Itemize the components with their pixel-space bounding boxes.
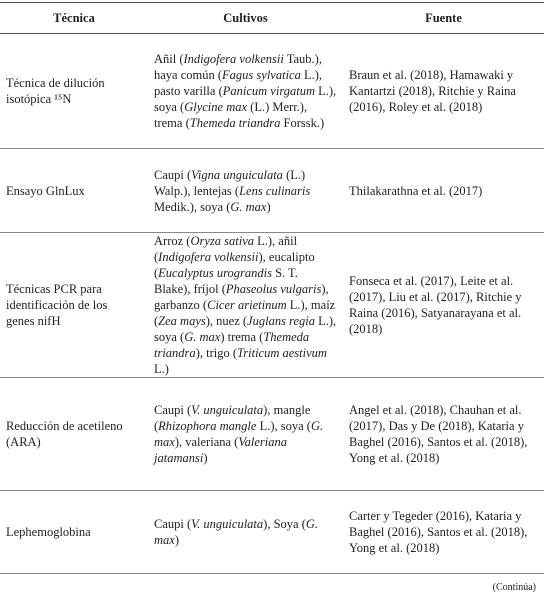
table-cell: Angel et al. (2018), Chauhan et al. (201… — [343, 377, 544, 491]
italic-text: Cicer arietinum — [207, 298, 287, 312]
table-cell: Ensayo GlnLux — [0, 148, 148, 233]
italic-text: V. unguiculata — [191, 403, 264, 417]
table-cell: Técnicas PCR para identificación de los … — [0, 232, 148, 378]
italic-text: Phaseolus vulgaris — [225, 282, 322, 296]
table-cell: Lephemoglobina — [0, 490, 148, 574]
italic-text: G. max — [184, 330, 221, 344]
table-row: Técnicas PCR para identificación de los … — [0, 232, 544, 378]
text: Ensayo GlnLux — [6, 183, 85, 198]
italic-text: Vigna unguiculata — [191, 167, 283, 182]
text: Técnica de dilución isotópica ¹⁵N — [6, 76, 105, 106]
text: L.), soya ( — [256, 419, 311, 433]
text: Angel et al. (2018), Chauhan et al. (201… — [349, 403, 528, 465]
text: Medik.), soya ( — [154, 199, 231, 214]
italic-text: V. unguiculata — [191, 517, 264, 531]
text: ), Soya ( — [263, 517, 306, 531]
italic-text: Rhizophora mangle — [158, 419, 257, 433]
text: L.), añil ( — [154, 234, 298, 264]
text: L.), soya ( — [154, 84, 337, 114]
text: Añil ( — [154, 52, 184, 66]
text: Arroz ( — [154, 234, 191, 248]
italic-text: Triticum aestivum — [237, 346, 327, 360]
text: Thilakarathna et al. (2017) — [349, 183, 483, 198]
text: Reducción de acetileno (ARA) — [6, 419, 123, 449]
text: S. T. Blake), fríjol ( — [154, 266, 298, 296]
text: Lephemoglobina — [6, 525, 91, 539]
header-cell: Fuente — [343, 2, 544, 34]
text: ) — [174, 533, 179, 547]
text: Caupi ( — [154, 517, 192, 531]
header-row: Técnica Cultivos Fuente — [0, 2, 544, 34]
italic-text: Valeriana jatamansi — [154, 435, 287, 465]
italic-text: Themeda triandra — [154, 330, 310, 360]
table-cell: Fonseca et al. (2017), Leite et al. (201… — [343, 232, 544, 378]
text: Caupi ( — [154, 403, 192, 417]
text: ) — [203, 451, 208, 465]
text: Caupi ( — [154, 167, 192, 182]
text: Fonseca et al. (2017), Leite et al. (201… — [349, 274, 522, 336]
table-cell: Arroz (Oryza sativa L.), añil (Indigofer… — [148, 232, 343, 378]
table-cell: Braun et al. (2018), Hamawaki y Kantartz… — [343, 33, 544, 149]
table-row: Ensayo GlnLux Caupi (Vigna unguiculata (L… — [0, 148, 544, 233]
text: ), nuez ( — [205, 314, 248, 328]
italic-text: Juglans regia — [247, 314, 315, 328]
text: L.), pasto varilla ( — [154, 68, 323, 98]
text: L.) — [154, 362, 169, 376]
italic-text: G. max — [230, 199, 267, 214]
italic-text: Oryza sativa — [190, 234, 254, 248]
text: ), valeriana ( — [174, 435, 239, 449]
table: Técnica Cultivos Fuente Técnica de diluc… — [0, 2, 544, 574]
text: ), garbanzo ( — [154, 282, 329, 312]
text: ), eucalipto ( — [154, 250, 315, 280]
text: ), mangle ( — [154, 403, 311, 433]
italic-text: Indigofera volkensii — [158, 250, 259, 264]
table-row: Lephemoglobina Caupi (V. unguiculata), So… — [0, 490, 544, 574]
table-cell: Carter y Tegeder (2016), Kataria y Baghe… — [343, 490, 544, 574]
table-cell: Añil (Indigofera volkensii Taub.), haya … — [148, 33, 343, 149]
italic-text: Indigofera volkensii — [183, 52, 284, 66]
table-row: Reducción de acetileno (ARA) Caupi (V. un… — [0, 377, 544, 491]
table-cell: Reducción de acetileno (ARA) — [0, 377, 148, 491]
text: L.), soya ( — [154, 314, 337, 344]
header-cell: Cultivos — [148, 2, 343, 34]
footer: (Continúa) — [492, 582, 536, 593]
text: Taub.), haya común ( — [154, 52, 322, 82]
italic-text: Eucalyptus urograndis — [158, 266, 272, 280]
text: ), trigo ( — [195, 346, 237, 360]
italic-text: Themeda triandra — [189, 116, 281, 130]
text: (L.) Merr.), trema ( — [154, 100, 308, 130]
table-row: Técnica de dilución isotópica ¹⁵N Añil (I… — [0, 33, 544, 149]
table-cell: Caupi (Vigna unguiculata (L.) Walp.), le… — [148, 148, 343, 233]
text: ) — [266, 199, 271, 214]
italic-text: Fagus sylvatica — [222, 68, 301, 82]
table-cell: Técnica de dilución isotópica ¹⁵N — [0, 33, 148, 149]
italic-text: Panicum virgatum — [222, 84, 315, 98]
italic-text: Glycine max — [184, 100, 248, 114]
text: Técnicas PCR para identificación de los … — [6, 282, 108, 328]
italic-text: Lens culinaris — [239, 183, 311, 198]
italic-text: G. max — [154, 517, 319, 547]
table-cell: Thilakarathna et al. (2017) — [343, 148, 544, 233]
text: Forssk.) — [280, 116, 325, 130]
italic-text: G. max — [154, 419, 324, 449]
text: (L.) Walp.), lentejas ( — [154, 167, 306, 198]
text: Braun et al. (2018), Hamawaki y Kantartz… — [349, 68, 516, 114]
italic-text: Zea mays — [158, 314, 206, 328]
text: L.), maíz ( — [154, 298, 336, 328]
header-cell: Técnica — [0, 2, 148, 34]
table-cell: Caupi (V. unguiculata), Soya (G. max) — [148, 490, 343, 574]
table-cell: Caupi (V. unguiculata), mangle (Rhizopho… — [148, 377, 343, 491]
text: Carter y Tegeder (2016), Kataria y Baghe… — [349, 509, 528, 555]
text: ) trema ( — [220, 330, 264, 344]
table-body: Técnica de dilución isotópica ¹⁵N Añil (I… — [0, 33, 544, 574]
